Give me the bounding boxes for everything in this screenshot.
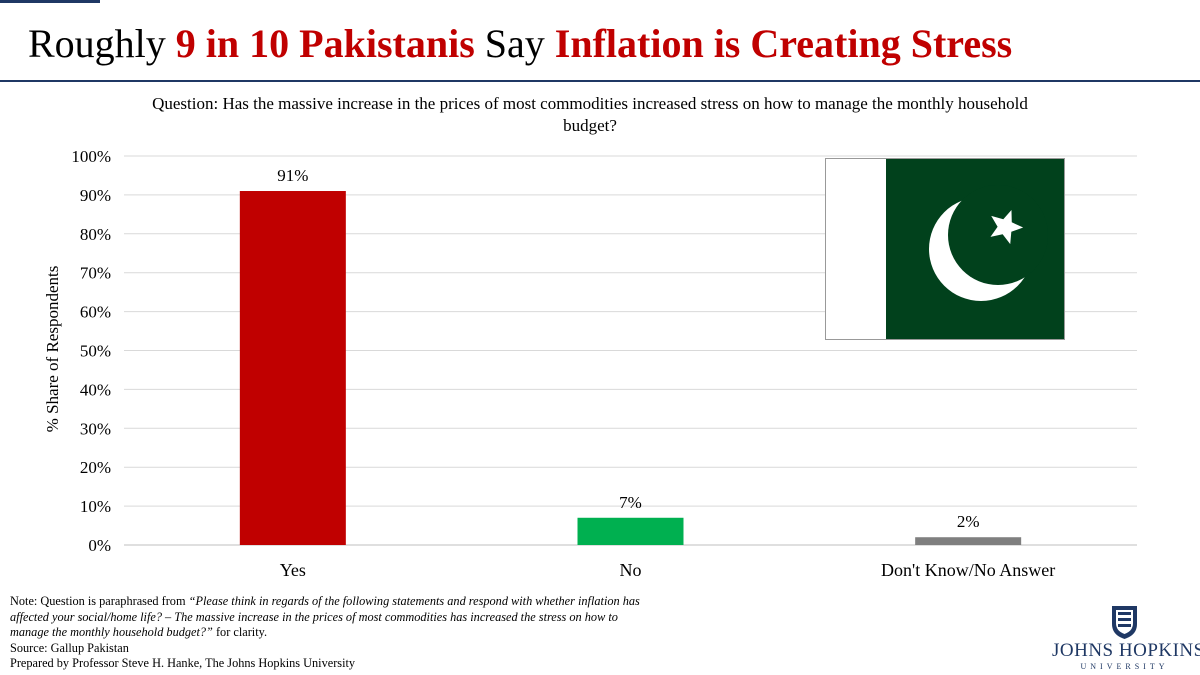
title-divider [0,80,1200,82]
title-highlight-1: 9 in 10 Pakistanis [175,21,475,66]
footnote: Note: Question is paraphrased from “Plea… [10,594,650,672]
title-part3: Say [474,21,555,66]
note-quote: “Please think in regards of the followin… [10,594,640,639]
survey-question: Question: Has the massive increase in th… [152,94,1028,135]
top-accent-bar [0,0,100,3]
y-tick-label: 40% [80,380,111,399]
y-tick-label: 80% [80,225,111,244]
jhu-logo: JOHNS HOPKINS UNIVERSITY [1052,604,1200,671]
bar [915,537,1022,545]
bar [577,517,684,545]
source-line: Source: Gallup Pakistan [10,640,129,655]
data-label: 7% [619,493,642,512]
jhu-name: JOHNS HOPKINS [1052,640,1200,661]
flag-graphic [826,159,1064,339]
x-category-label: No [620,560,642,580]
flag-white-band [826,159,886,339]
bar [239,191,346,545]
data-label: 2% [957,512,980,531]
prepared-by-line: Prepared by Professor Steve H. Hanke, Th… [10,656,356,670]
data-label: 91% [277,166,308,185]
note-prefix: Note: Question is paraphrased from [10,594,189,608]
x-category-label: Don't Know/No Answer [881,560,1055,580]
pakistan-flag-icon [825,158,1065,340]
y-tick-label: 30% [80,419,111,438]
y-tick-label: 20% [80,458,111,477]
star-icon [990,209,1024,245]
y-tick-label: 100% [71,147,111,166]
title-part1: Roughly [28,21,176,66]
y-tick-label: 0% [88,536,111,555]
chart-title: Roughly 9 in 10 Pakistanis Say Inflation… [28,16,1178,72]
note-suffix: for clarity. [212,625,268,639]
x-category-label: Yes [280,560,306,580]
y-tick-label: 90% [80,186,111,205]
title-highlight-2: Inflation is Creating Stress [554,21,1013,66]
y-tick-label: 60% [80,303,111,322]
y-tick-label: 70% [80,264,111,283]
jhu-university: UNIVERSITY [1080,662,1169,671]
y-tick-label: 50% [80,342,111,361]
jhu-shield-icon [1112,606,1137,639]
y-tick-label: 10% [80,497,111,516]
